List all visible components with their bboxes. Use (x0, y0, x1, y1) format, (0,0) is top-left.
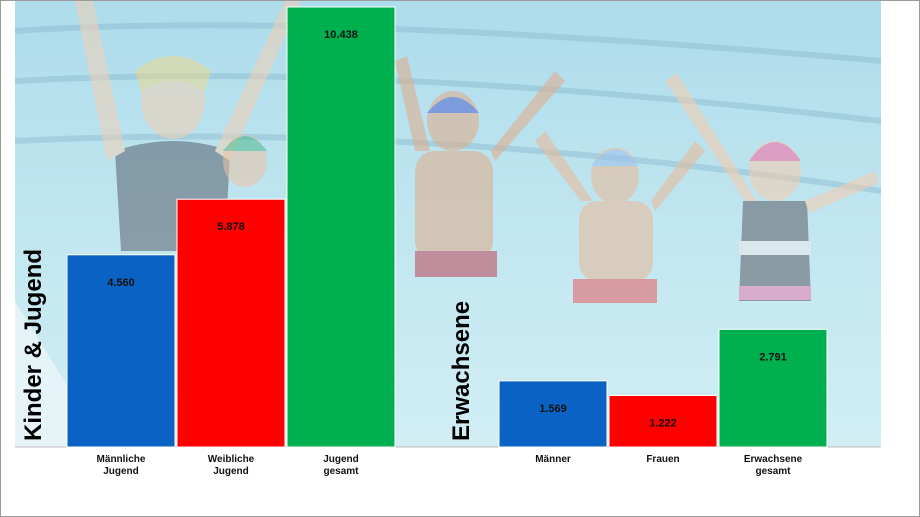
bar-weibliche-jugend (176, 198, 286, 448)
pool-photo-illustration (15, 1, 881, 447)
bar-jugend-gesamt (286, 6, 396, 448)
category-label-männer: Männer (535, 454, 571, 465)
category-label-frauen: Frauen (646, 454, 679, 465)
value-label-frauen: 1.222 (649, 417, 677, 429)
value-labels-layer: 4.560 5.878 10.438 1.569 1.222 2.791 (107, 29, 787, 429)
bars-layer (66, 6, 828, 448)
category-label-jugend-gesamt: Jugend gesamt (323, 454, 359, 477)
category-labels-layer: Männliche Jugend Weibliche Jugend Jugend gesa… (97, 454, 803, 477)
value-label-männliche-jugend: 4.560 (107, 277, 135, 289)
value-label-erwachsene-gesamt: 2.791 (759, 351, 787, 363)
value-label-weibliche-jugend: 5.878 (217, 221, 245, 233)
bar-männer (498, 380, 608, 448)
value-label-jugend-gesamt: 10.438 (324, 29, 358, 41)
category-label-weibliche-jugend: Weibliche Jugend (208, 454, 255, 477)
background-photo (15, 1, 881, 447)
category-label-erwachsene-gesamt: Erwachsene gesamt (744, 454, 803, 477)
group-title-erwachsene: Erwachsene (448, 301, 475, 441)
bar-frauen (608, 394, 718, 448)
group-title-kinder-jugend: Kinder & Jugend (20, 249, 47, 441)
bar-erwachsene-gesamt (718, 328, 828, 448)
category-label-männliche-jugend: Männliche Jugend (97, 454, 146, 477)
value-label-männer: 1.569 (539, 403, 567, 415)
bar-männliche-jugend (66, 254, 176, 448)
